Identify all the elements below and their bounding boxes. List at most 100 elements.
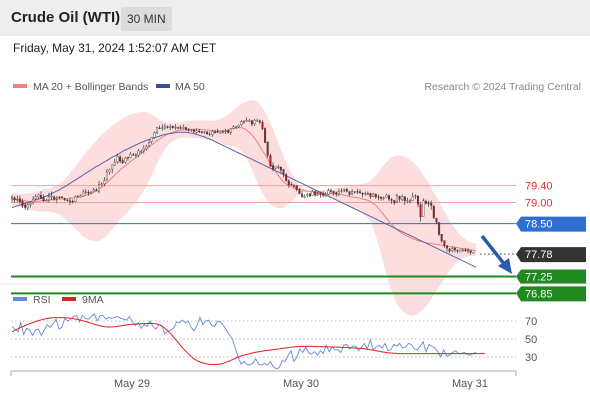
candle-body bbox=[111, 164, 114, 170]
candlestick bbox=[198, 128, 201, 134]
candlestick bbox=[456, 249, 459, 254]
candlestick bbox=[417, 195, 420, 208]
candle-body bbox=[153, 132, 156, 138]
candlestick bbox=[66, 199, 69, 202]
candle-body bbox=[311, 191, 314, 196]
candle-body bbox=[174, 126, 177, 129]
candle-body bbox=[113, 162, 116, 166]
candle-body bbox=[121, 160, 124, 163]
candlestick bbox=[229, 128, 232, 135]
candlestick bbox=[398, 195, 401, 203]
candlestick bbox=[82, 189, 85, 197]
candle-body bbox=[380, 196, 383, 199]
candle-body bbox=[430, 203, 433, 206]
candle-body bbox=[438, 222, 441, 235]
candle-body bbox=[66, 199, 69, 201]
candlestick bbox=[295, 185, 298, 192]
candle-body bbox=[385, 195, 388, 198]
candle-body bbox=[295, 185, 298, 191]
candle-body bbox=[330, 190, 333, 192]
bollinger-band-fill bbox=[12, 100, 476, 316]
candlestick bbox=[359, 189, 362, 194]
candle-body bbox=[203, 131, 206, 133]
candlestick bbox=[242, 120, 245, 124]
candlestick bbox=[153, 131, 156, 139]
candle-body bbox=[142, 148, 145, 152]
candle-body bbox=[129, 154, 132, 158]
candlestick bbox=[440, 233, 443, 243]
candle-body bbox=[132, 154, 135, 156]
price-level-label: 79.40 bbox=[525, 181, 553, 193]
candlestick bbox=[348, 191, 351, 197]
price-lines bbox=[11, 185, 516, 295]
candle-body bbox=[440, 233, 443, 242]
candle-body bbox=[119, 156, 122, 162]
candlestick bbox=[227, 129, 230, 134]
candlestick bbox=[221, 129, 224, 134]
candlestick bbox=[126, 156, 129, 161]
candlestick bbox=[293, 184, 296, 188]
candle-body bbox=[206, 132, 209, 135]
candle-body bbox=[90, 192, 93, 194]
ma20-legend-label: MA 20 + Bollinger Bands bbox=[33, 81, 148, 93]
candle-body bbox=[169, 126, 172, 128]
candle-body bbox=[79, 195, 82, 198]
candlestick bbox=[406, 197, 409, 204]
candle-body bbox=[211, 131, 214, 135]
candlestick bbox=[472, 252, 475, 254]
candle-body bbox=[459, 249, 462, 253]
candle-body bbox=[258, 120, 261, 123]
candlestick bbox=[26, 202, 29, 211]
candlestick bbox=[253, 118, 256, 126]
candle-body bbox=[298, 189, 301, 194]
rsi-axis-label: 30 bbox=[525, 352, 537, 364]
candlestick bbox=[385, 193, 388, 198]
candle-body bbox=[253, 120, 256, 125]
candle-body bbox=[134, 154, 137, 156]
candle-body bbox=[32, 198, 35, 203]
candlestick bbox=[353, 191, 356, 194]
candlestick bbox=[306, 192, 309, 198]
candlestick bbox=[277, 164, 280, 170]
candlestick bbox=[319, 191, 322, 198]
rsi-ma-legend-swatch bbox=[62, 297, 76, 301]
candle-body bbox=[340, 190, 343, 192]
candlestick bbox=[366, 191, 369, 196]
candlestick bbox=[140, 149, 143, 154]
candlestick bbox=[61, 196, 64, 199]
candlestick bbox=[282, 169, 285, 178]
candlestick bbox=[179, 125, 182, 130]
candlestick bbox=[195, 128, 198, 134]
candle-body bbox=[221, 131, 224, 133]
candlestick bbox=[10, 194, 13, 203]
candlestick bbox=[422, 198, 425, 217]
candlestick bbox=[290, 182, 293, 186]
candle-body bbox=[148, 142, 151, 146]
candlestick bbox=[224, 128, 227, 134]
candlestick bbox=[174, 124, 177, 130]
candlestick bbox=[206, 131, 209, 135]
candle-body bbox=[303, 195, 306, 198]
candlestick bbox=[58, 196, 61, 200]
rsi-ma-line bbox=[11, 317, 485, 366]
candlestick bbox=[124, 156, 127, 164]
candlestick bbox=[63, 197, 66, 202]
candlestick bbox=[322, 191, 325, 197]
x-axis-label: May 29 bbox=[114, 378, 150, 390]
candle-body bbox=[13, 197, 16, 201]
candle-body bbox=[126, 156, 129, 159]
candlestick bbox=[248, 118, 251, 123]
candle-body bbox=[42, 197, 45, 202]
candle-body bbox=[26, 204, 29, 209]
candlestick bbox=[438, 222, 441, 236]
chart-header: Crude Oil (WTI) 30 MIN bbox=[0, 0, 590, 36]
timeframe-badge[interactable]: 30 MIN bbox=[121, 7, 172, 31]
candle-body bbox=[61, 196, 64, 199]
ma50-legend-swatch bbox=[156, 84, 170, 88]
candle-body bbox=[97, 184, 100, 192]
candle-body bbox=[345, 189, 348, 192]
candlestick bbox=[266, 141, 269, 158]
candlestick bbox=[29, 202, 32, 208]
ma50-line bbox=[11, 131, 477, 268]
